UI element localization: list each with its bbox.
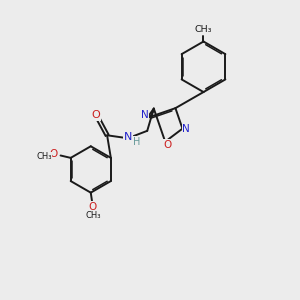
Text: O: O — [88, 202, 96, 212]
Text: N: N — [182, 124, 190, 134]
Text: CH₃: CH₃ — [86, 211, 101, 220]
Text: CH₃: CH₃ — [36, 152, 52, 161]
Text: O: O — [164, 140, 172, 150]
Text: H: H — [133, 137, 140, 147]
Text: CH₃: CH₃ — [195, 25, 212, 34]
Text: N: N — [124, 132, 132, 142]
Text: O: O — [92, 110, 100, 120]
Text: N: N — [141, 110, 149, 121]
Text: O: O — [50, 149, 58, 159]
